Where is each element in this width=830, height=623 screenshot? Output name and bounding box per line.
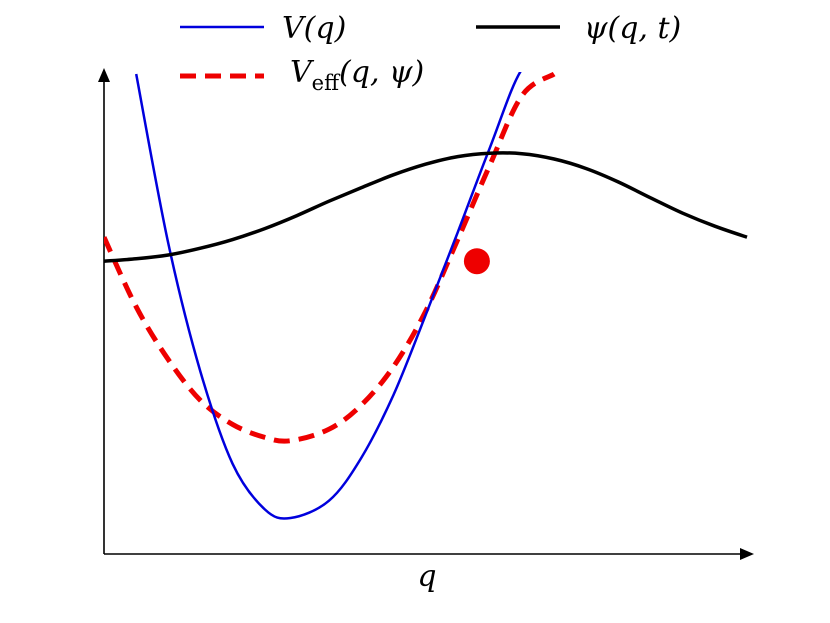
legend-label-veff-rest: (q, ψ) xyxy=(339,55,424,90)
legend-label-v: V(q) xyxy=(282,11,346,46)
series-line-psi xyxy=(104,151,748,263)
legend-label-veff-main: V xyxy=(290,55,315,90)
series-line-veff xyxy=(104,72,556,444)
legend-label-veff-sub: eff xyxy=(312,71,341,95)
legend-label-veff: Veff(q, ψ) xyxy=(290,55,424,95)
legend: V(q) ψ(q, t) Veff(q, ψ) xyxy=(180,11,681,95)
particle-marker xyxy=(463,248,490,275)
marker-layer xyxy=(463,248,490,275)
series-line-v xyxy=(134,72,522,520)
x-axis-arrow xyxy=(740,548,754,560)
axes: q xyxy=(98,68,754,594)
y-axis-arrow xyxy=(98,68,110,82)
series-layer xyxy=(104,72,748,520)
legend-label-psi: ψ(q, t) xyxy=(584,11,681,46)
x-axis-label: q xyxy=(417,559,436,594)
